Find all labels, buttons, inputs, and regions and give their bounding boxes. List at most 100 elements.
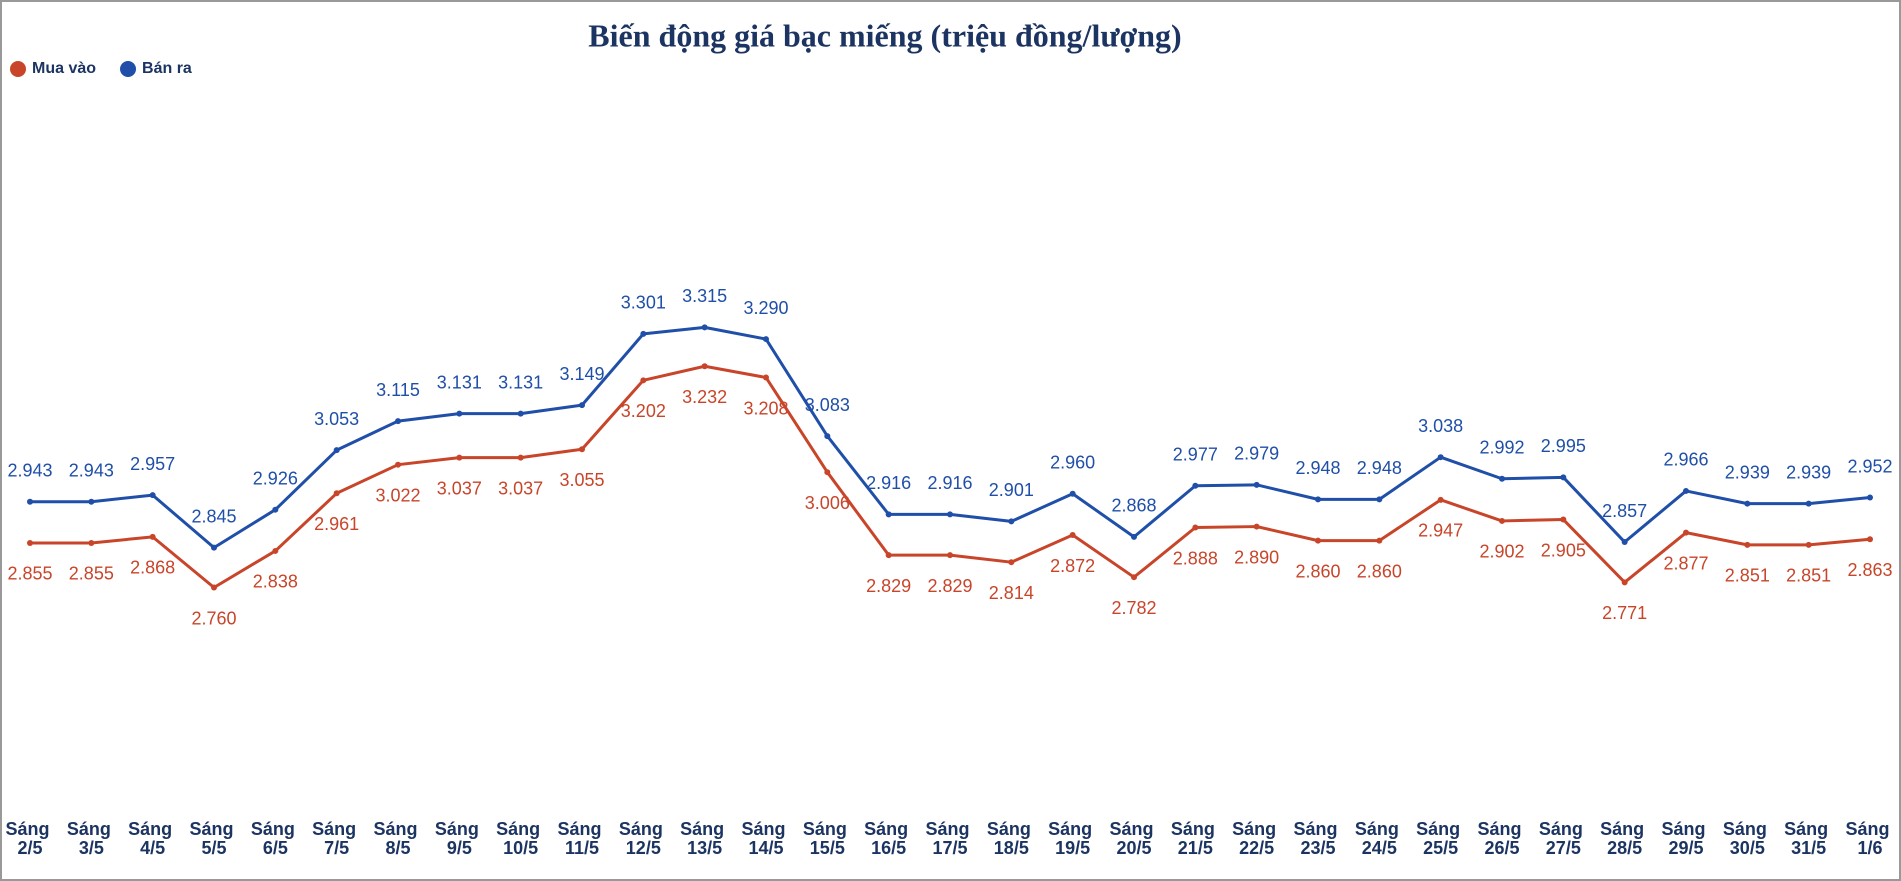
value-label: 2.960 [1050, 453, 1095, 473]
legend-label: Mua vào [32, 60, 96, 77]
point [640, 330, 647, 337]
value-label: 2.957 [130, 454, 175, 474]
x-tick-line: 25/5 [1423, 838, 1458, 858]
point [1376, 496, 1383, 503]
x-tick-line: Sáng [557, 819, 606, 839]
x-tick-line: Sáng [680, 819, 729, 839]
x-tick-line: 3/5 [79, 838, 104, 858]
value-label: 2.860 [1295, 561, 1340, 581]
point [824, 433, 831, 440]
x-tick-line: 5/5 [201, 838, 226, 858]
point [1560, 516, 1567, 523]
x-tick-line: Sáng [1600, 819, 1649, 839]
x-tick-line: 19/5 [1055, 838, 1090, 858]
point [517, 454, 524, 461]
x-tick-line: 27/5 [1546, 838, 1581, 858]
value-label: 2.872 [1050, 556, 1095, 576]
chart-title: Biến động giá bạc miếng (triệu đồng/lượn… [588, 17, 1181, 53]
value-label: 2.948 [1295, 458, 1340, 478]
x-tick-label: Sáng 21/5 [1171, 819, 1220, 858]
x-tick-line: 1/6 [1857, 838, 1882, 858]
point [1192, 482, 1199, 489]
x-tick-line: Sáng [251, 819, 300, 839]
x-tick-line: 7/5 [324, 838, 349, 858]
x-tick-line: Sáng [1232, 819, 1281, 839]
x-tick-line: Sáng [1293, 819, 1342, 839]
point [1131, 574, 1137, 581]
value-label: 3.053 [314, 409, 359, 429]
value-label: 2.901 [989, 480, 1034, 500]
x-tick-label: Sáng 28/5 [1600, 819, 1649, 858]
x-tick-label: Sáng 18/5 [987, 819, 1036, 858]
value-label: 2.868 [130, 558, 175, 578]
point [1867, 494, 1873, 501]
point [456, 410, 463, 417]
value-label: 2.851 [1725, 566, 1770, 586]
point [1315, 537, 1321, 544]
point [763, 374, 769, 381]
x-tick-line: Sáng [1723, 819, 1772, 839]
x-tick-line: 8/5 [385, 838, 410, 858]
point [211, 584, 217, 591]
value-label: 2.995 [1541, 436, 1586, 456]
point [640, 377, 647, 384]
value-label: 2.860 [1357, 561, 1402, 581]
value-label: 2.966 [1663, 450, 1708, 470]
value-label: 2.952 [1847, 456, 1892, 476]
value-label: 2.939 [1786, 462, 1831, 482]
x-tick-line: Sáng [5, 819, 54, 839]
x-tick-line: 30/5 [1730, 838, 1765, 858]
x-tick-label: Sáng 15/5 [803, 819, 852, 858]
point [27, 539, 33, 546]
value-label: 2.863 [1847, 560, 1892, 580]
x-tick-line: Sáng [803, 819, 852, 839]
value-label: 3.131 [437, 372, 482, 392]
x-tick-line: 16/5 [871, 838, 906, 858]
point [149, 492, 156, 499]
x-tick-line: 13/5 [687, 838, 722, 858]
x-tick-line: Sáng [67, 819, 116, 839]
value-label: 2.926 [253, 468, 298, 488]
x-tick-label: Sáng 11/5 [557, 819, 606, 858]
x-tick-label: Sáng 13/5 [680, 819, 729, 858]
x-tick-line: 22/5 [1239, 838, 1274, 858]
point [701, 363, 708, 370]
point [1315, 496, 1321, 503]
x-tick-label: Sáng 30/5 [1723, 819, 1772, 858]
x-tick-line: 11/5 [565, 838, 599, 858]
x-tick-line: 10/5 [503, 838, 538, 858]
point [1437, 496, 1444, 503]
x-tick-label: Sáng 27/5 [1539, 819, 1588, 858]
x-tick-line: Sáng [1477, 819, 1526, 839]
point [579, 402, 585, 409]
x-tick-line: 2/5 [17, 838, 42, 858]
point [1069, 490, 1076, 497]
x-tick-line: 21/5 [1178, 838, 1213, 858]
x-tick-line: Sáng [1661, 819, 1710, 839]
x-tick-label: Sáng 5/5 [189, 819, 238, 858]
point [1499, 475, 1505, 482]
value-label: 2.961 [314, 514, 359, 534]
value-label: 2.782 [1111, 598, 1156, 618]
point [1499, 517, 1505, 524]
x-tick-label: Sáng 31/5 [1784, 819, 1833, 858]
value-label: 3.038 [1418, 416, 1463, 436]
value-label: 2.888 [1173, 548, 1218, 568]
x-tick-line: 31/5 [1791, 838, 1826, 858]
x-tick-label: Sáng 23/5 [1293, 819, 1342, 858]
x-tick-label: Sáng 12/5 [619, 819, 668, 858]
x-tick-label: Sáng 4/5 [128, 819, 177, 858]
value-label: 2.979 [1234, 444, 1279, 464]
x-tick-line: Sáng [435, 819, 484, 839]
point [27, 498, 33, 505]
point [1069, 532, 1076, 538]
point [579, 446, 585, 453]
x-tick-line: 26/5 [1484, 838, 1519, 858]
point [1437, 454, 1444, 461]
value-label: 2.838 [253, 572, 298, 592]
value-label: 2.890 [1234, 547, 1279, 567]
point [1131, 533, 1137, 540]
value-label: 2.851 [1786, 566, 1831, 586]
